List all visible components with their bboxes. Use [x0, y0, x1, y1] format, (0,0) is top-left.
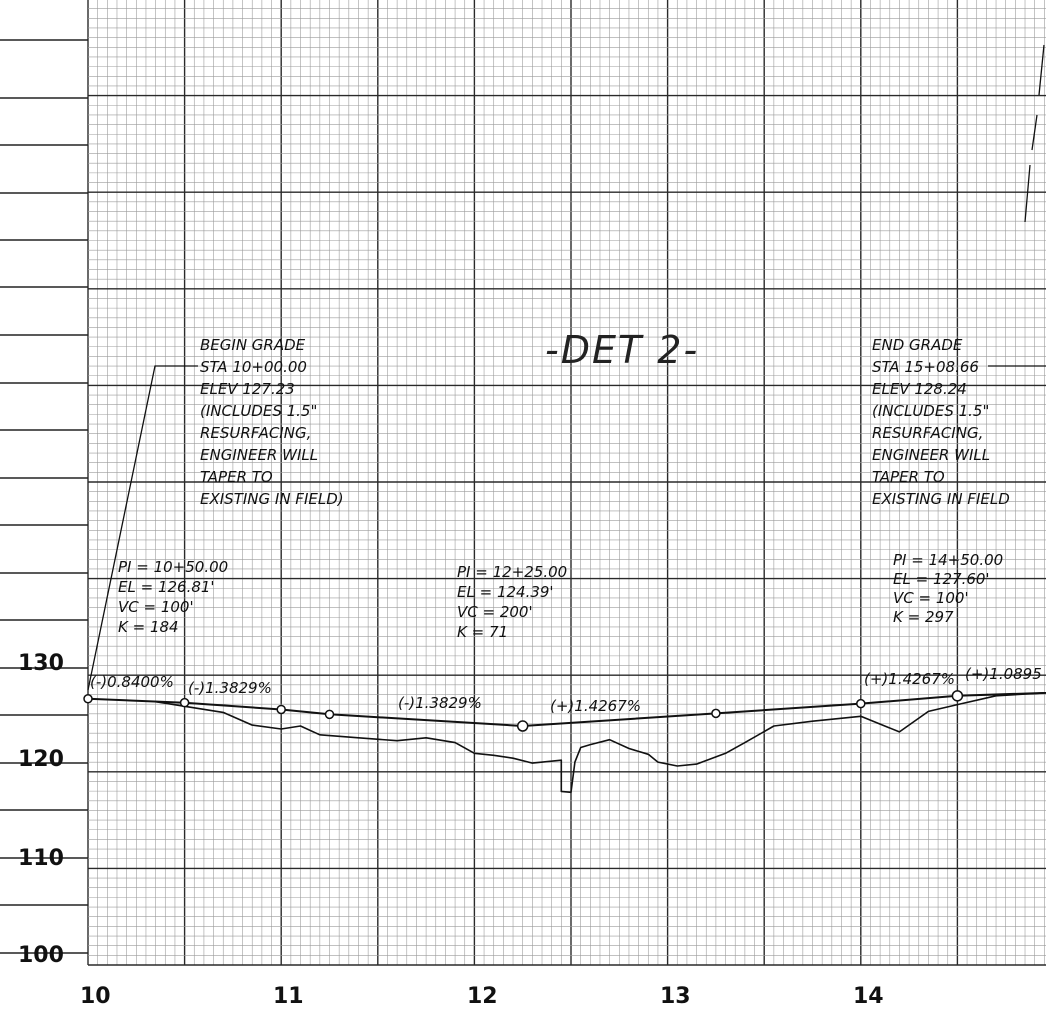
- grade-label: (-)0.8400%: [90, 673, 174, 691]
- grade-label: (-)1.3829%: [188, 679, 272, 697]
- end-grade-line: EXISTING IN FIELD: [872, 490, 1010, 508]
- begin-grade-leader: [87, 365, 198, 691]
- curve-data-line: VC = 100': [893, 589, 969, 607]
- x-tick-label: 12: [467, 984, 498, 1009]
- curve-data-line: VC = 100': [118, 598, 194, 616]
- curve-data-line: VC = 200': [457, 603, 533, 621]
- end-grade-line: ELEV 128.24: [872, 380, 967, 398]
- grade-label: (+)1.4267%: [864, 670, 955, 688]
- graph-grid: [87, 0, 1046, 966]
- begin-grade-line: (INCLUDES 1.5": [200, 402, 317, 420]
- grade-control-point: [324, 709, 335, 720]
- begin-grade-line: ENGINEER WILL: [200, 446, 318, 464]
- begin-grade-line: BEGIN GRADE: [200, 336, 306, 354]
- grade-control-point: [276, 704, 286, 715]
- grade-control-point: [516, 720, 529, 732]
- x-tick-label: 10: [80, 984, 111, 1009]
- grade-label: (-)1.3829%: [398, 694, 482, 712]
- grade-label: (+)1.4267%: [550, 697, 641, 715]
- y-tick-label: 110: [18, 846, 64, 871]
- y-tick-label: 120: [18, 747, 64, 772]
- grade-control-point: [951, 690, 964, 702]
- begin-grade-line: STA 10+00.00: [200, 358, 307, 376]
- grade-control-point: [856, 698, 866, 709]
- begin-grade-line: RESURFACING,: [200, 424, 311, 442]
- begin-grade-line: ELEV 127.23: [200, 380, 295, 398]
- curve-data-2: PI = 12+25.00 EL = 124.39' VC = 200' K =…: [457, 563, 567, 641]
- x-tick-label: 14: [853, 984, 884, 1009]
- sheet-edge-marks: [1024, 44, 1045, 223]
- begin-grade-note: BEGIN GRADE STA 10+00.00 ELEV 127.23 (IN…: [87, 336, 344, 691]
- curve-data-3: PI = 14+50.00 EL = 127.60' VC = 100' K =…: [893, 551, 1003, 626]
- begin-grade-line: TAPER TO: [200, 468, 273, 486]
- curve-data-line: K = 184: [118, 618, 179, 636]
- end-grade-line: END GRADE: [872, 336, 963, 354]
- end-grade-line: RESURFACING,: [872, 424, 983, 442]
- detail-title: -DET 2-: [545, 328, 699, 372]
- end-grade-line: STA 15+08.66: [872, 358, 979, 376]
- end-grade-line: TAPER TO: [872, 468, 945, 486]
- curve-data-line: EL = 126.81': [118, 578, 215, 596]
- x-tick-label: 13: [660, 984, 691, 1009]
- curve-data-line: PI = 12+25.00: [457, 563, 567, 581]
- curve-data-line: PI = 10+50.00: [118, 558, 228, 576]
- grade-control-point: [179, 697, 190, 708]
- end-grade-line: (INCLUDES 1.5": [872, 402, 989, 420]
- curve-data-line: K = 71: [457, 623, 508, 641]
- grade-label: (+)1.0895: [965, 665, 1042, 683]
- x-tick-label: 11: [273, 984, 304, 1009]
- grade-control-point: [83, 694, 93, 704]
- profile-lines: [83, 690, 1046, 794]
- end-grade-note: END GRADE STA 15+08.66 ELEV 128.24 (INCL…: [872, 336, 1046, 508]
- curve-data-line: EL = 127.60': [893, 570, 990, 588]
- end-grade-line: ENGINEER WILL: [872, 446, 990, 464]
- begin-grade-line: EXISTING IN FIELD): [200, 490, 344, 508]
- y-tick-label: 100: [18, 943, 64, 968]
- existing-ground-line: [155, 691, 1046, 794]
- curve-data-1: PI = 10+50.00 EL = 126.81' VC = 100' K =…: [118, 558, 228, 636]
- curve-data-line: PI = 14+50.00: [893, 551, 1003, 569]
- curve-data-line: EL = 124.39': [457, 583, 554, 601]
- margin-rules: [0, 39, 88, 954]
- y-tick-label: 130: [18, 651, 64, 676]
- curve-data-line: K = 297: [893, 608, 954, 626]
- grade-control-point: [711, 708, 721, 719]
